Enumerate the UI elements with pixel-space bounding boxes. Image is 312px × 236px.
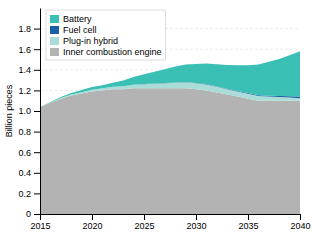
tick: 0.6: [18, 148, 40, 158]
tick-label: 2035: [238, 221, 258, 231]
tick-label: 1.0: [18, 106, 31, 116]
tick-mark: [34, 29, 40, 30]
tick-label: 1.2: [18, 86, 31, 96]
tick-mark: [248, 214, 249, 220]
tick-label: 0: [26, 209, 31, 219]
tick-mark: [40, 214, 41, 220]
tick-label: 2020: [82, 221, 102, 231]
tick-label: 2015: [30, 221, 50, 231]
tick-label: 1.6: [18, 45, 31, 55]
legend-item: Fuel cell: [50, 25, 97, 35]
legend-label: Battery: [63, 14, 92, 24]
tick: 2025: [134, 214, 154, 231]
tick-label: 0.2: [18, 189, 31, 199]
tick: 0.8: [18, 127, 40, 137]
area: [40, 88, 300, 214]
legend-item: Battery: [50, 14, 92, 24]
tick-mark: [34, 111, 40, 112]
legend-swatch: [50, 48, 59, 56]
grid: [40, 29, 300, 214]
tick-mark: [34, 152, 40, 153]
x-axis: 2015 2020 2025 2030 2035 2040: [30, 214, 310, 231]
axis-line: [40, 9, 41, 215]
y-axis-title: Billion pieces: [4, 84, 14, 137]
tick-mark: [92, 214, 93, 220]
tick: 0.2: [18, 189, 40, 199]
legend-label: Inner combustion engine: [63, 47, 162, 57]
tick: 0: [26, 209, 40, 219]
tick: 2020: [82, 214, 102, 231]
tick: 2035: [238, 214, 258, 231]
plot: 2015 2020 2025 2030 2035 2040 0 0.2 0.4 0.6 0.8 1.0…: [18, 9, 310, 232]
tick: 1.6: [18, 45, 40, 55]
tick-label: 0.4: [18, 168, 31, 178]
tick: 1.8: [18, 24, 40, 34]
y-axis: 0 0.2 0.4 0.6 0.8 1.0 1.2 1.4 1.6 1.8: [18, 9, 40, 220]
tick-label: 0.8: [18, 127, 31, 137]
chart: 2015 2020 2025 2030 2035 2040 0 0.2 0.4 0.6 0.8 1.0…: [0, 0, 312, 236]
tick: 1.4: [18, 65, 40, 75]
legend-frame: [46, 10, 166, 60]
legend: BatteryFuel cellPlug-in hybridInner comb…: [46, 10, 166, 60]
tick-mark: [34, 132, 40, 133]
tick-mark: [34, 90, 40, 91]
tick-mark: [196, 214, 197, 220]
tick-mark: [300, 214, 301, 220]
areas: [40, 51, 300, 214]
tick-label: 2030: [186, 221, 206, 231]
tick-mark: [34, 49, 40, 50]
tick-label: 2025: [134, 221, 154, 231]
tick-label: 1.4: [18, 65, 31, 75]
tick-mark: [34, 173, 40, 174]
tick-mark: [34, 214, 40, 215]
tick-label: 1.8: [18, 24, 31, 34]
legend-swatch: [50, 37, 59, 45]
tick-label: 2040: [290, 221, 310, 231]
legend-label: Plug-in hybrid: [63, 36, 118, 46]
tick-mark: [144, 214, 145, 220]
axis-line: [41, 214, 301, 215]
tick: 2040: [290, 214, 310, 231]
tick: 1.2: [18, 86, 40, 96]
tick: 2015: [30, 214, 50, 231]
tick: 0.4: [18, 168, 40, 178]
tick: 2030: [186, 214, 206, 231]
legend-item: Inner combustion engine: [50, 47, 162, 57]
legend-item: Plug-in hybrid: [50, 36, 118, 46]
tick: 1.0: [18, 106, 40, 116]
tick-mark: [34, 70, 40, 71]
legend-swatch: [50, 15, 59, 23]
tick-mark: [34, 193, 40, 194]
legend-label: Fuel cell: [63, 25, 97, 35]
tick-label: 0.6: [18, 148, 31, 158]
legend-swatch: [50, 26, 59, 34]
